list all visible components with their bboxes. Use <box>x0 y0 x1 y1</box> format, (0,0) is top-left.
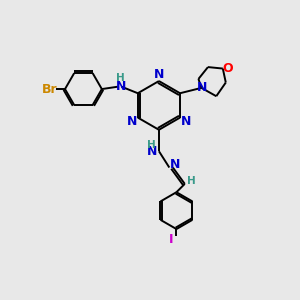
Text: O: O <box>223 62 233 75</box>
Text: H: H <box>116 74 125 83</box>
Text: N: N <box>154 68 164 81</box>
Text: Br: Br <box>42 82 58 96</box>
Text: N: N <box>147 145 157 158</box>
Text: H: H <box>187 176 196 186</box>
Text: N: N <box>127 115 137 128</box>
Text: I: I <box>169 233 173 246</box>
Text: N: N <box>181 115 191 128</box>
Text: N: N <box>116 80 127 93</box>
Text: N: N <box>197 81 207 94</box>
Text: H: H <box>147 140 156 150</box>
Text: N: N <box>169 158 180 171</box>
